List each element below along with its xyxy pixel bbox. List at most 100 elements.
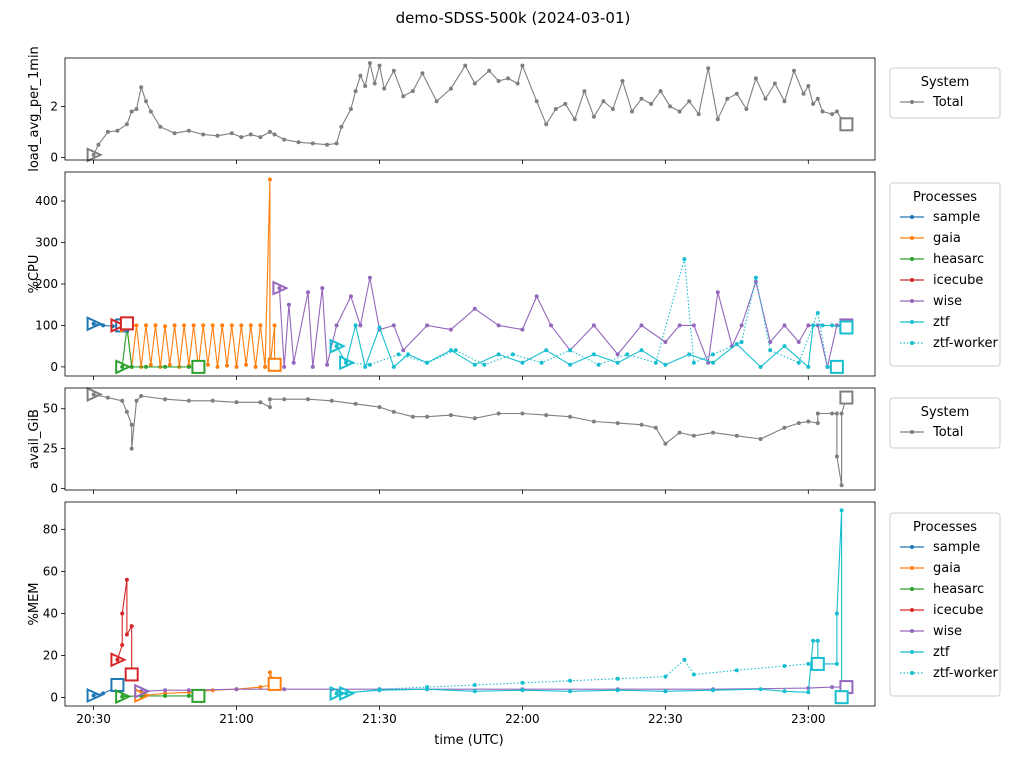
data-point-ztf — [687, 352, 692, 357]
start-marker-sample — [86, 687, 103, 704]
data-point-Total — [815, 421, 820, 426]
data-point-Total — [815, 96, 820, 101]
data-point-ztf — [334, 344, 339, 349]
data-point-ztf — [711, 688, 715, 693]
start-marker-Total — [86, 386, 103, 402]
end-marker-icecube — [124, 667, 139, 682]
start-marker-ztf — [329, 685, 346, 701]
end-marker-ztf — [834, 690, 849, 705]
start-marker-icecube — [110, 652, 127, 668]
data-point-ztf-worker — [806, 661, 811, 666]
data-point-Total — [210, 398, 215, 403]
end-marker-icecube — [119, 316, 134, 331]
y-tick-label: 0 — [50, 481, 58, 495]
y-tick-label: 100 — [35, 318, 58, 332]
data-point-wise — [391, 323, 396, 328]
data-point-Total — [734, 433, 739, 438]
data-point-Total — [834, 411, 839, 416]
legend-mem: Processes sample gaia heasarc icecube wise ztf… — [889, 512, 1001, 697]
data-point-gaia — [263, 364, 268, 369]
end-marker-sample — [110, 677, 125, 692]
y-tick-label: 400 — [35, 194, 58, 208]
data-point-ztf — [544, 348, 549, 353]
data-point-Total — [139, 85, 144, 90]
legend-marker-icecube — [910, 278, 914, 282]
legend-title: Processes — [913, 190, 977, 205]
legend-entry-heasarc: heasarc — [933, 252, 984, 267]
legend-entry-heasarc: heasarc — [933, 582, 984, 597]
data-point-heasarc — [129, 364, 134, 369]
data-point-ztf — [820, 323, 825, 328]
data-point-Total — [229, 131, 234, 136]
data-point-Total — [839, 411, 844, 416]
start-marker-heasarc — [115, 359, 132, 375]
data-point-icecube — [120, 643, 125, 647]
data-point-Total — [425, 414, 430, 419]
data-point-wise — [663, 340, 668, 344]
data-point-Total — [839, 483, 844, 488]
legend-marker-wise — [910, 629, 914, 633]
data-point-Total — [144, 99, 148, 104]
data-point-Total — [639, 96, 644, 101]
data-point-icecube — [124, 577, 129, 582]
legend-marker-heasarc — [910, 587, 914, 591]
data-point-ztf — [520, 360, 525, 365]
data-point-ztf — [663, 689, 668, 694]
y-tick-label: 50 — [43, 402, 58, 416]
axes-frame — [64, 171, 876, 377]
data-point-Total — [258, 400, 263, 405]
y-tick-label: 0 — [50, 150, 58, 164]
data-point-ztf-worker — [482, 362, 487, 367]
legend-entry-icecube: icecube — [933, 603, 983, 618]
data-point-Total — [820, 109, 825, 114]
y-axis-label: %CPU — [27, 255, 42, 294]
data-point-ztf — [839, 508, 844, 513]
y-axis-label: load_avg_per_1min — [27, 46, 42, 172]
data-point-ztf — [782, 344, 787, 349]
data-point-Total — [410, 414, 415, 419]
data-point-Total — [572, 117, 577, 122]
data-point-wise — [715, 290, 720, 295]
axes-frame — [64, 57, 876, 161]
data-point-ztf — [758, 687, 763, 692]
data-point-icecube — [115, 657, 120, 662]
data-point-gaia — [182, 323, 187, 328]
data-point-wise — [796, 340, 801, 344]
y-tick-label: 300 — [35, 235, 58, 249]
data-point-Total — [534, 99, 539, 104]
data-point-wise — [520, 327, 525, 332]
legend-marker-Total — [910, 100, 914, 104]
legend-box — [889, 397, 1001, 449]
data-point-Total — [472, 416, 477, 421]
legend-entry-icecube: icecube — [933, 273, 983, 288]
data-point-Total — [367, 61, 372, 66]
legend-marker-gaia — [910, 566, 914, 570]
end-marker-ztf-worker — [810, 656, 825, 671]
end-marker-heasarc — [191, 688, 206, 703]
legend-entry-ztf: ztf — [933, 315, 950, 330]
data-point-Total — [544, 413, 549, 418]
data-point-Total — [258, 135, 263, 140]
data-point-Total — [830, 411, 835, 416]
data-point-ztf — [334, 691, 339, 696]
y-tick-label: 25 — [43, 442, 58, 456]
data-point-wise — [320, 286, 325, 291]
data-point-Total — [372, 81, 377, 86]
legend-box — [889, 67, 1001, 119]
data-point-wise — [448, 327, 453, 332]
data-point-Total — [568, 414, 573, 419]
data-point-ztf — [496, 352, 501, 357]
figure-title: demo-SDSS-500k (2024-03-01) — [396, 9, 631, 27]
data-point-Total — [663, 441, 668, 446]
legend-entry-gaia: gaia — [933, 561, 961, 576]
data-point-Total — [267, 397, 272, 402]
panel-cpu: 0 100 200 300 400 %CPU Processes sample gaia heas… — [27, 171, 1001, 380]
data-point-Total — [691, 433, 696, 438]
data-point-ztf — [639, 348, 644, 353]
data-point-ztf — [520, 688, 525, 693]
x-tick-label: 21:30 — [362, 712, 397, 726]
data-point-Total — [515, 81, 520, 86]
data-point-Total — [306, 397, 310, 402]
data-point-Total — [234, 400, 239, 405]
data-point-Total — [296, 140, 301, 145]
